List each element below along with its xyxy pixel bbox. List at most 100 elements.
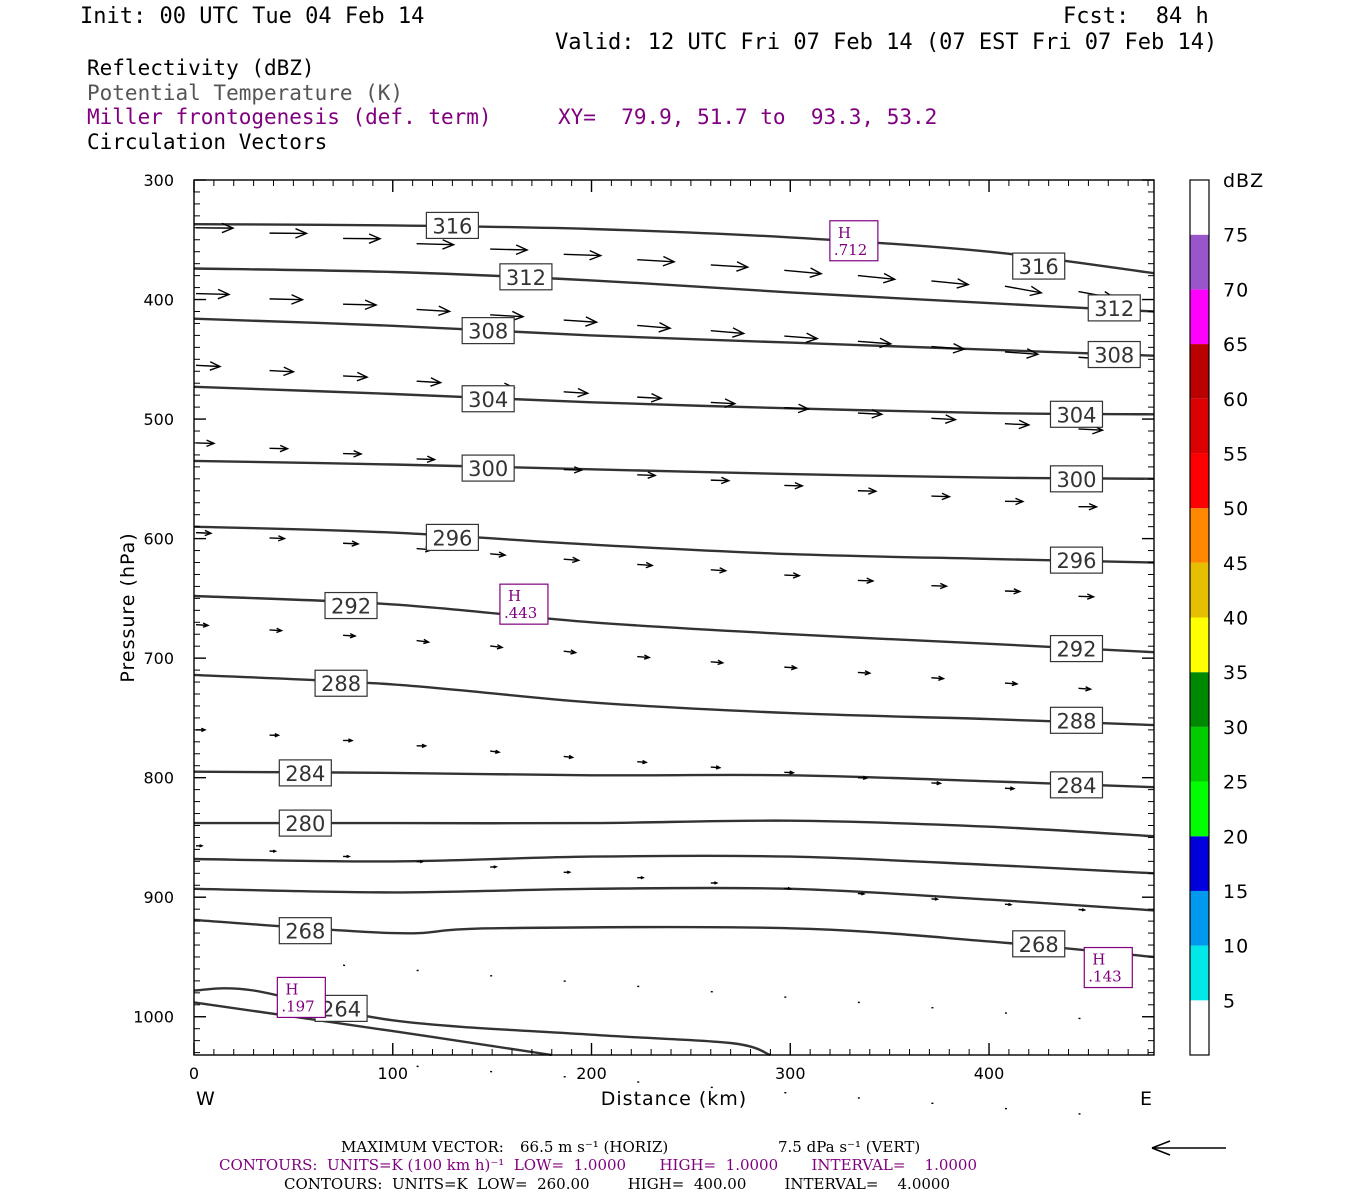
- contour-label: 284: [285, 762, 325, 786]
- circulation-vector-head: [274, 732, 281, 738]
- circulation-vector-head: [568, 754, 575, 760]
- circulation-vector-head: [515, 244, 529, 256]
- frontogenesis-max-value: .712: [834, 241, 867, 259]
- circulation-vector-head: [498, 551, 507, 558]
- contour-label-box: [1049, 465, 1104, 493]
- circulation-vector-head: [732, 327, 746, 338]
- contour-label-box: [1087, 294, 1141, 322]
- theta-contour-300: [193, 459, 1155, 480]
- reference-vector-arrow: [1151, 1140, 1226, 1156]
- circulation-vector-head: [202, 622, 210, 628]
- x-end-label-east: E: [1140, 1088, 1153, 1110]
- circulation-vector-head: [573, 466, 584, 474]
- plot-frame: [193, 179, 1155, 1056]
- colorbar-segment: [1190, 945, 1209, 1001]
- theta-contour-272: [193, 886, 1155, 912]
- circulation-vector-head: [647, 471, 657, 479]
- frontogenesis-max-value: .443: [504, 604, 537, 622]
- circulation-vector-head: [291, 294, 305, 305]
- circulation-vector: [1004, 351, 1038, 355]
- circulation-vector: [637, 563, 653, 567]
- circulation-vector: [710, 479, 729, 482]
- contour-label-box: [461, 317, 515, 345]
- circulation-vector-head: [1008, 902, 1013, 907]
- theta-contour-276: [193, 854, 1155, 875]
- y-tick-label: 700: [143, 649, 174, 668]
- circulation-vector-head: [864, 670, 872, 676]
- colorbar-tick-label: 30: [1223, 717, 1249, 739]
- contour-label-box: [499, 263, 553, 291]
- contour-label: 296: [1056, 549, 1096, 573]
- circulation-vector: [563, 650, 576, 654]
- circulation-vector: [269, 537, 285, 540]
- circulation-vector-head: [496, 644, 504, 650]
- colorbar-tick-label: 75: [1223, 225, 1249, 247]
- circulation-vector: [343, 634, 356, 637]
- circulation-vector: [637, 655, 650, 659]
- colorbar-tick-label: 60: [1223, 389, 1249, 411]
- circulation-vector-head: [1085, 686, 1093, 692]
- circulation-vector-head: [1015, 497, 1025, 506]
- y-tick-label: 1000: [133, 1008, 174, 1027]
- x-tick-label: 200: [576, 1064, 607, 1083]
- colorbar-tick-label: 5: [1223, 990, 1236, 1012]
- circulation-vector: [931, 417, 956, 421]
- frontogenesis-max-value: .197: [281, 997, 314, 1015]
- colorbar-segment: [1190, 398, 1209, 454]
- theta-contour-304: [193, 385, 1155, 416]
- circulation-vector-head: [956, 278, 970, 289]
- circulation-vector: [784, 574, 800, 577]
- contour-label-box: [1049, 771, 1104, 799]
- contour-label: 264: [321, 997, 361, 1021]
- circulation-vector: [931, 280, 969, 286]
- circulation-vector: [563, 558, 579, 562]
- circulation-vector-head: [1009, 786, 1016, 791]
- frontogenesis-max-box: [499, 583, 549, 625]
- x-tick-label: 400: [974, 1064, 1005, 1083]
- contour-label-box: [1087, 340, 1141, 369]
- circulation-vector-head: [640, 875, 645, 880]
- frontogenesis-max-box: [829, 220, 879, 262]
- circulation-vector-head: [944, 414, 958, 424]
- x-axis-label: Distance (km): [601, 1088, 747, 1110]
- contour-label: 268: [285, 920, 325, 944]
- contour-label: 280: [285, 812, 325, 836]
- colorbar-tick-label: 70: [1223, 279, 1249, 301]
- contour-label-box: [461, 385, 515, 413]
- circulation-vector: [416, 243, 454, 246]
- colorbar-segment: [1190, 234, 1209, 290]
- circulation-vector: [784, 666, 797, 669]
- colorbar-tick-label: 65: [1223, 334, 1249, 356]
- circulation-vector-head: [1018, 419, 1031, 430]
- contour-label: 316: [1019, 255, 1059, 279]
- circulation-vector-head: [1011, 680, 1019, 687]
- frontogenesis-max-label: H: [1092, 951, 1105, 969]
- circulation-vector: [416, 639, 429, 643]
- contour-label: 312: [506, 266, 546, 290]
- theta-contour-296: [193, 525, 1155, 564]
- max-vector-horiz: 66.5 m s⁻¹ (HORIZ): [520, 1138, 669, 1156]
- colorbar-segment: [1190, 289, 1209, 345]
- colorbar-segment: [1190, 180, 1209, 235]
- contour-label-box: [278, 917, 332, 945]
- circulation-vector: [784, 407, 809, 410]
- circulation-vector: [343, 375, 368, 378]
- circulation-vector-head: [426, 455, 437, 464]
- circulation-vector: [490, 645, 503, 649]
- circulation-vector-head: [871, 408, 884, 419]
- circulation-vector-head: [209, 361, 222, 371]
- plot-border: [193, 179, 1155, 1056]
- circulation-vector-head: [650, 392, 663, 403]
- contour-labels: 316 316 312 312 308 308 304 304 300 300 296 296 292 2…: [278, 211, 1141, 1022]
- y-tick-label: 900: [143, 888, 174, 907]
- frontogenesis-max-label: H: [285, 980, 298, 998]
- theta-contour-316: [193, 223, 1155, 275]
- colorbar-border: [1189, 179, 1210, 1056]
- colorbar-segment: [1190, 344, 1209, 399]
- circulation-vector-head: [939, 582, 949, 590]
- circulation-vector-head: [794, 481, 805, 490]
- circulation-vector-head: [719, 567, 728, 574]
- circulation-vector: [931, 345, 965, 350]
- circulation-vector-head: [1088, 502, 1099, 511]
- circulation-vector: [931, 677, 944, 680]
